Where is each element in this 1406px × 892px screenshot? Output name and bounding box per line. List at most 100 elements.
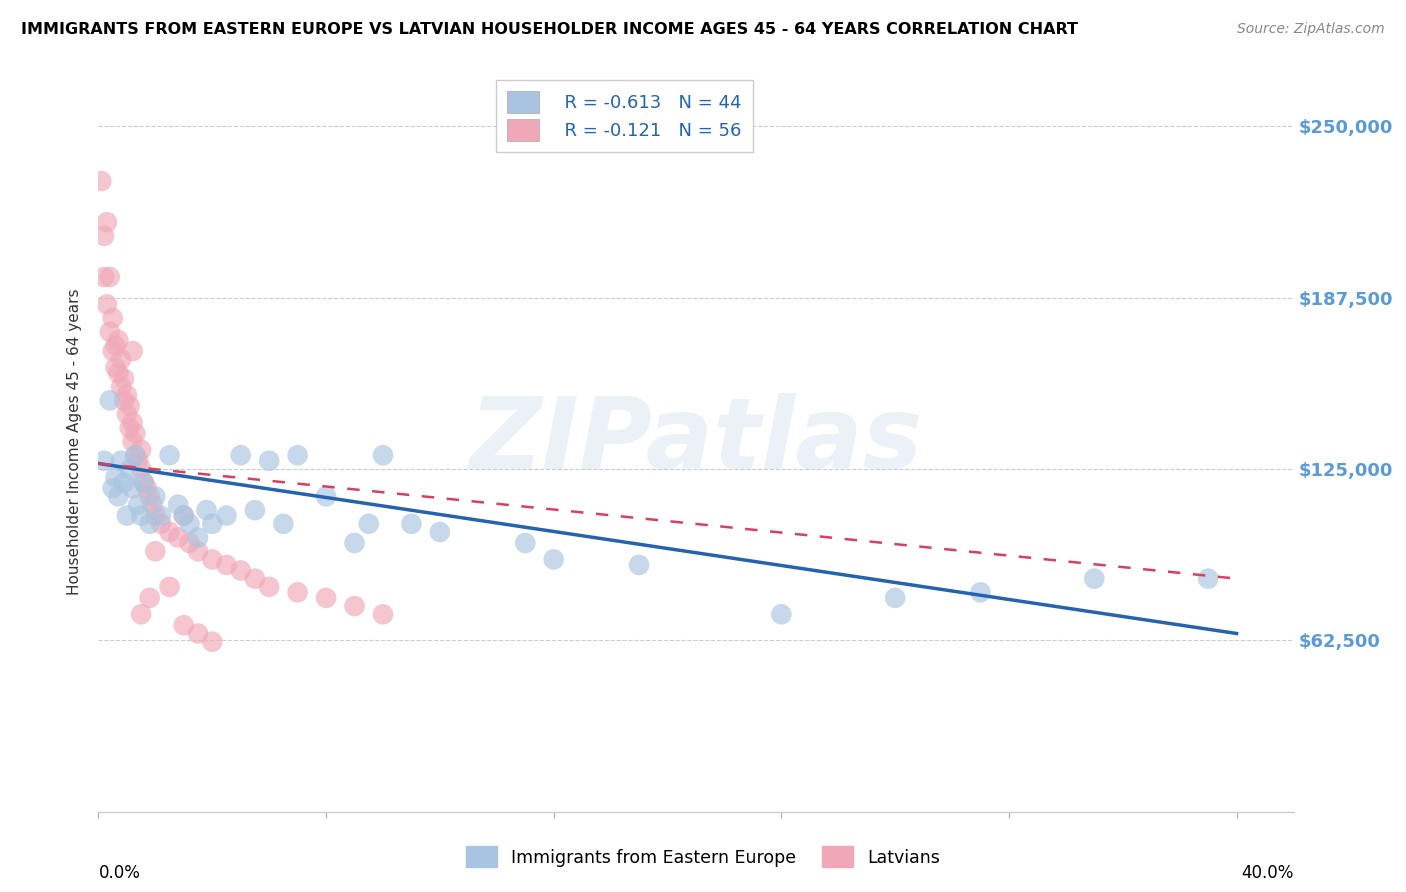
Point [104,470,127,484]
Point [167,531,190,545]
Point [98,393,121,408]
Point [969,585,991,599]
Point [1197,572,1219,586]
Point [101,344,124,359]
Point [1083,572,1105,586]
Point [143,508,166,523]
Point [118,421,141,435]
Point [628,558,651,572]
Point [93,228,115,243]
Point [884,591,907,605]
Y-axis label: Householder Income Ages 45 - 64 years: Householder Income Ages 45 - 64 years [67,288,83,595]
Point [257,454,280,468]
Text: 40.0%: 40.0% [1241,863,1294,881]
Point [173,508,195,523]
Point [173,618,195,632]
Point [118,462,141,476]
Point [187,626,209,640]
Point [429,524,451,539]
Text: IMMIGRANTS FROM EASTERN EUROPE VS LATVIAN HOUSEHOLDER INCOME AGES 45 - 64 YEARS : IMMIGRANTS FROM EASTERN EUROPE VS LATVIA… [21,22,1078,37]
Point [257,580,280,594]
Point [118,399,141,413]
Point [543,552,565,566]
Point [132,475,155,490]
Point [101,481,124,495]
Point [770,607,793,622]
Point [96,297,118,311]
Point [129,462,152,476]
Point [150,516,173,531]
Point [215,558,238,572]
Text: 0.0%: 0.0% [98,863,141,881]
Point [90,174,112,188]
Point [112,393,135,408]
Text: Source: ZipAtlas.com: Source: ZipAtlas.com [1237,22,1385,37]
Point [150,508,173,523]
Point [127,498,149,512]
Point [129,607,152,622]
Point [110,380,132,394]
Point [515,536,537,550]
Point [93,454,115,468]
Point [121,434,143,449]
Point [167,498,190,512]
Point [201,634,224,648]
Point [127,454,149,468]
Point [112,475,135,490]
Legend:   R = -0.613   N = 44,   R = -0.121   N = 56: R = -0.613 N = 44, R = -0.121 N = 56 [496,80,752,152]
Point [135,481,157,495]
Point [138,591,160,605]
Point [179,536,201,550]
Point [287,585,309,599]
Point [343,536,366,550]
Point [315,489,337,503]
Point [201,552,224,566]
Point [195,503,218,517]
Legend: Immigrants from Eastern Europe, Latvians: Immigrants from Eastern Europe, Latvians [458,839,948,874]
Point [315,591,337,605]
Point [187,531,209,545]
Point [401,516,423,531]
Point [96,215,118,229]
Point [129,442,152,457]
Point [124,448,146,462]
Point [121,344,143,359]
Point [101,311,124,326]
Point [143,544,166,558]
Point [229,563,252,577]
Point [371,607,394,622]
Point [173,508,195,523]
Point [201,516,224,531]
Point [229,448,252,462]
Point [371,448,394,462]
Point [98,325,121,339]
Point [115,407,138,421]
Point [107,366,129,380]
Point [132,475,155,490]
Point [115,508,138,523]
Point [159,448,181,462]
Point [124,448,146,462]
Point [343,599,366,613]
Point [143,489,166,503]
Point [187,544,209,558]
Point [138,516,160,531]
Point [104,338,127,352]
Point [110,454,132,468]
Point [124,426,146,441]
Point [215,508,238,523]
Point [115,388,138,402]
Point [357,516,380,531]
Point [110,352,132,367]
Point [287,448,309,462]
Point [159,580,181,594]
Point [107,333,129,347]
Point [98,270,121,285]
Point [93,270,115,285]
Point [121,481,143,495]
Point [121,415,143,429]
Point [138,489,160,503]
Point [104,360,127,375]
Point [243,572,266,586]
Point [159,524,181,539]
